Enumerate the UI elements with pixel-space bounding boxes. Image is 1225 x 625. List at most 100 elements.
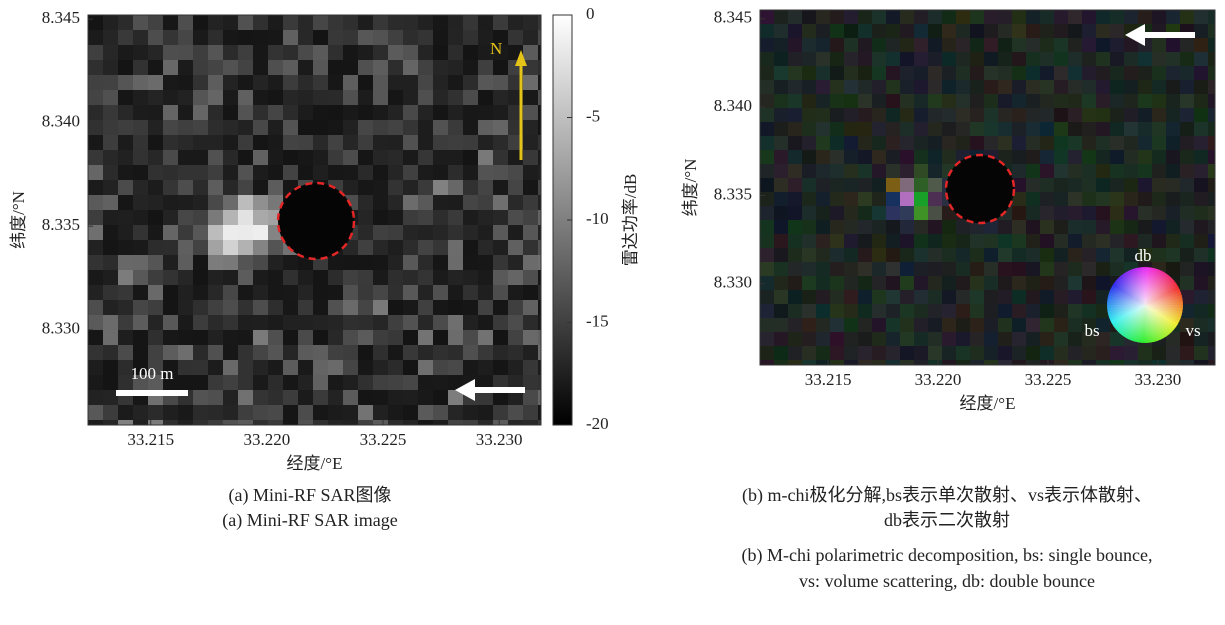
pixel: [118, 75, 133, 90]
pixel: [1194, 52, 1208, 66]
pixel: [1026, 94, 1040, 108]
pixel: [914, 108, 928, 122]
pixel: [358, 165, 373, 180]
pixel: [268, 360, 283, 375]
pixel: [1026, 10, 1040, 24]
pixel: [118, 330, 133, 345]
pixel: [942, 10, 956, 24]
north-arrow-head: [515, 50, 527, 66]
pixel: [844, 66, 858, 80]
pixel: [900, 192, 914, 206]
pixel: [900, 136, 914, 150]
pixel: [268, 45, 283, 60]
pixel: [1068, 276, 1082, 290]
pixel: [388, 225, 403, 240]
pixel: [760, 192, 774, 206]
pixel: [1166, 262, 1180, 276]
pixel: [788, 178, 802, 192]
pixel: [872, 290, 886, 304]
pixel: [844, 178, 858, 192]
pixel: [373, 360, 388, 375]
pixel: [223, 390, 238, 405]
pixel: [133, 165, 148, 180]
pixel: [886, 346, 900, 360]
pixel: [283, 405, 298, 420]
pixel: [1054, 318, 1068, 332]
pixel: [193, 225, 208, 240]
pixel: [268, 270, 283, 285]
pixel: [163, 405, 178, 420]
pixel: [1054, 66, 1068, 80]
pixel: [1054, 304, 1068, 318]
pixel: [148, 15, 163, 30]
pixel: [774, 220, 788, 234]
pixel: [328, 375, 343, 390]
pixel: [133, 315, 148, 330]
pixel: [118, 60, 133, 75]
pixel: [133, 345, 148, 360]
pixel: [388, 300, 403, 315]
pixel: [223, 240, 238, 255]
pixel: [1124, 122, 1138, 136]
pixel: [1026, 80, 1040, 94]
pixel: [1096, 10, 1110, 24]
pixel: [538, 105, 541, 120]
pixel: [830, 66, 844, 80]
pixel: [358, 330, 373, 345]
pixel: [1040, 178, 1054, 192]
pixel: [193, 150, 208, 165]
pixel: [358, 300, 373, 315]
pixel: [900, 24, 914, 38]
pixel: [223, 405, 238, 420]
pixel: [238, 240, 253, 255]
pixel: [343, 90, 358, 105]
pixel: [830, 108, 844, 122]
pixel: [928, 206, 942, 220]
pixel: [88, 390, 103, 405]
pixel: [523, 300, 538, 315]
pixel: [900, 332, 914, 346]
pixel: [1166, 94, 1180, 108]
pixel: [872, 52, 886, 66]
pixel: [984, 276, 998, 290]
pixel: [463, 315, 478, 330]
pixel: [283, 15, 298, 30]
pixel: [313, 105, 328, 120]
pixel: [984, 234, 998, 248]
pixel: [1194, 304, 1208, 318]
pixel: [433, 345, 448, 360]
pixel: [1208, 346, 1215, 360]
pixel: [844, 164, 858, 178]
pixel: [1110, 38, 1124, 52]
pixel: [388, 150, 403, 165]
pixel: [1110, 220, 1124, 234]
pixel: [223, 225, 238, 240]
pixel: [1208, 262, 1215, 276]
pixel: [118, 45, 133, 60]
pixel: [942, 332, 956, 346]
pixel: [1026, 332, 1040, 346]
pixel: [88, 420, 103, 425]
pixel: [238, 360, 253, 375]
pixel: [298, 300, 313, 315]
pixel: [816, 276, 830, 290]
pixel: [208, 60, 223, 75]
pixel: [463, 180, 478, 195]
pixel: [984, 38, 998, 52]
pixel: [148, 240, 163, 255]
pixel: [193, 285, 208, 300]
pixel: [133, 255, 148, 270]
pixel: [118, 375, 133, 390]
pixel: [1012, 290, 1026, 304]
pixel: [268, 330, 283, 345]
pixel: [463, 105, 478, 120]
pixel: [760, 66, 774, 80]
pixel: [313, 270, 328, 285]
pixel: [388, 420, 403, 425]
pixel: [1138, 136, 1152, 150]
pixel: [463, 255, 478, 270]
pixel: [133, 270, 148, 285]
pixel: [538, 375, 541, 390]
pixel: [1152, 346, 1166, 360]
pixel: [313, 120, 328, 135]
